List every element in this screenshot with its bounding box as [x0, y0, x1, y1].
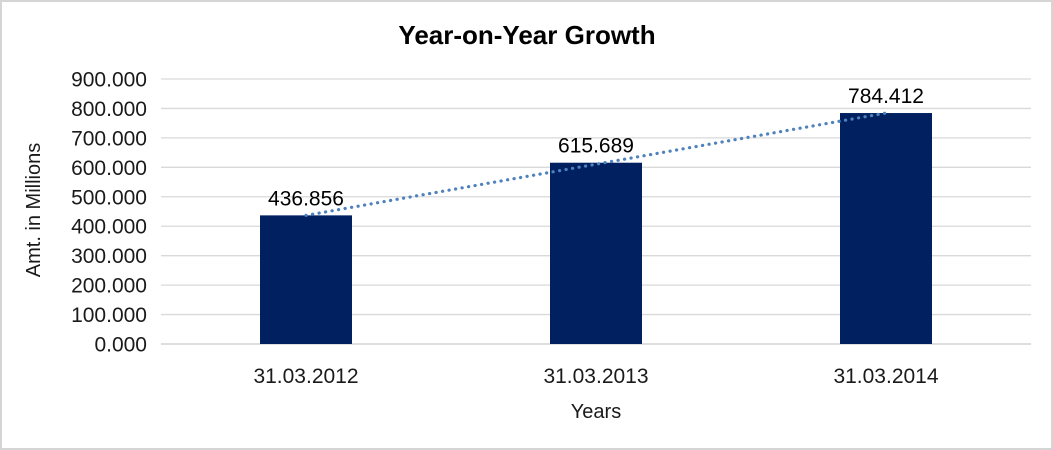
trendline-layer: [304, 111, 888, 217]
y-tick-label: 500.000: [71, 186, 147, 209]
y-tick-label: 800.000: [71, 98, 147, 121]
bar: [550, 162, 642, 344]
bar-value-label: 784.412: [848, 85, 924, 108]
y-tick-label: 600.000: [71, 157, 147, 180]
y-axis-title: Amt. in Millions: [23, 143, 45, 277]
bar-value-label: 436.856: [268, 187, 344, 210]
y-tick-label: 700.000: [71, 127, 147, 150]
y-tick-label: 200.000: [71, 275, 147, 298]
x-tick-label: 31.03.2013: [543, 365, 648, 388]
bar: [260, 215, 352, 344]
y-tick-label: 900.000: [71, 69, 147, 92]
x-axis-title: Years: [571, 401, 621, 423]
y-tick-label: 300.000: [71, 245, 147, 268]
bar: [840, 113, 932, 344]
y-tick-label: 400.000: [71, 216, 147, 239]
x-axis-tick-labels: 31.03.2012 31.03.2013 31.03.2014: [253, 365, 938, 388]
y-tick-label: 0.000: [94, 334, 147, 357]
x-tick-label: 31.03.2012: [253, 365, 358, 388]
y-axis-tick-labels: 0.000 100.000 200.000 300.000 400.000 500.000…: [71, 69, 147, 357]
bar-series: [260, 113, 932, 344]
trendline: [304, 111, 888, 217]
y-tick-label: 100.000: [71, 304, 147, 327]
chart-title: Year-on-Year Growth: [398, 20, 655, 50]
bar-value-label: 615.689: [558, 135, 634, 158]
x-tick-label: 31.03.2014: [833, 365, 938, 388]
bar-value-labels: 436.856 615.689 784.412: [268, 85, 924, 210]
